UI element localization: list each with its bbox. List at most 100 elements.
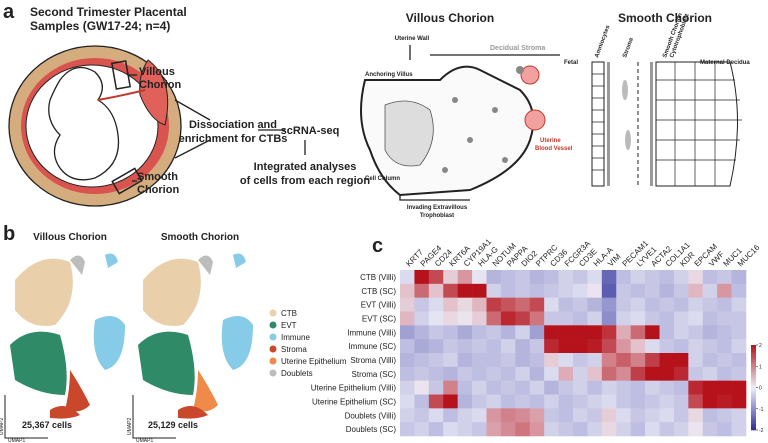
heatmap-cell [486, 339, 502, 354]
title: Second Trimester Placental [30, 5, 187, 19]
heatmap-cell [688, 325, 704, 340]
smooth-label: Smooth [137, 171, 178, 183]
heatmap-cell [414, 270, 430, 285]
heatmap-cell [702, 325, 718, 340]
heatmap-cell [457, 325, 473, 340]
heatmap-cell [414, 325, 430, 340]
heatmap-cell [558, 339, 574, 354]
villous-label: Chorion [139, 79, 181, 91]
heatmap-cell [645, 283, 660, 298]
heatmap-cell [428, 353, 444, 368]
colorbar-step [751, 402, 756, 405]
cluster [50, 406, 80, 419]
cluster [198, 255, 213, 275]
cluster [143, 258, 201, 326]
heatmap-cell [717, 422, 732, 437]
row-label: Stroma (Villi) [350, 356, 396, 365]
heatmap-cell [717, 380, 732, 395]
heatmap-cell [702, 408, 718, 423]
heatmap-cell [515, 366, 531, 381]
heatmap-cell [515, 325, 531, 340]
heatmap-cell [616, 353, 631, 368]
heatmap-cell [544, 394, 559, 409]
heatmap-cell [500, 422, 516, 437]
cluster [65, 370, 90, 412]
colorbar-step [751, 353, 756, 356]
heatmap-cell [544, 325, 559, 340]
cluster [138, 331, 195, 395]
heatmap-cell [659, 408, 675, 423]
heatmap-cell [428, 297, 444, 312]
heatmap-cell [443, 408, 458, 423]
heatmap-cell [731, 394, 747, 409]
cluster [221, 316, 253, 370]
heatmap-cell [630, 325, 646, 340]
annotation: Invading Extravillous [407, 205, 468, 211]
heatmap-cell [558, 394, 574, 409]
heatmap-cell [717, 311, 732, 326]
heatmap-cell [645, 325, 660, 340]
annotation: Trophoblast [420, 213, 454, 219]
panel-label: c [372, 235, 383, 257]
legend-label: EVT [281, 321, 297, 330]
heatmap-cell [457, 366, 473, 381]
heatmap-cell [731, 380, 747, 395]
heatmap-cell [659, 339, 675, 354]
heatmap-cell [486, 422, 502, 437]
heatmap-cell [400, 366, 415, 381]
cell-count: 25,367 cells [22, 420, 72, 430]
heatmap-cell [573, 311, 588, 326]
heatmap-cell [731, 353, 747, 368]
heatmap-cell [573, 270, 588, 285]
heatmap-cell [688, 380, 704, 395]
heatmap-cell [457, 270, 473, 285]
heatmap-cell [457, 422, 473, 437]
annotation: Uterine [540, 138, 561, 144]
heatmap-cell [443, 270, 458, 285]
colorbar-step [751, 393, 756, 397]
heatmap-cell [529, 297, 545, 312]
annotation: Anchoring Villus [365, 72, 413, 78]
heatmap-cell [688, 353, 704, 368]
heatmap-cell [702, 270, 718, 285]
heatmap-cell [717, 394, 732, 409]
heatmap-cell [443, 283, 458, 298]
colorbar-step [751, 372, 756, 376]
heatmap-cell [717, 283, 732, 298]
heatmap-cell [601, 325, 617, 340]
heatmap-cell [616, 394, 631, 409]
heatmap-cell [573, 380, 588, 395]
heatmap-cell [702, 422, 718, 437]
umap-title: Villous Chorion [33, 232, 107, 243]
cluster [233, 253, 246, 268]
heatmap-cell [515, 380, 531, 395]
heatmap-cell [659, 380, 675, 395]
heatmap-cell [414, 339, 430, 354]
heatmap-cell [573, 339, 588, 354]
heatmap-cell [601, 270, 617, 285]
heatmap-cell [616, 408, 631, 423]
heatmap-cell [414, 394, 430, 409]
cell-count: 25,129 cells [148, 420, 198, 430]
heatmap-cell [414, 380, 430, 395]
colorbar-step [751, 359, 756, 363]
heatmap-cell [472, 408, 487, 423]
heatmap-cell [587, 353, 603, 368]
heatmap-cell [702, 353, 718, 368]
heatmap-cell [673, 297, 689, 312]
heatmap-cell [486, 270, 502, 285]
heatmap-cell [616, 283, 631, 298]
annotation: Amniocytes [594, 24, 611, 59]
heatmap-cell [414, 283, 430, 298]
heatmap-cell [515, 353, 531, 368]
heatmap-cell [500, 297, 516, 312]
heatmap-cell [673, 353, 689, 368]
heatmap-cell [645, 408, 660, 423]
heatmap-cell [544, 380, 559, 395]
annotation: Fetal [564, 60, 578, 66]
colorbar-step [751, 408, 756, 412]
heatmap-cell [573, 408, 588, 423]
heatmap-cell [529, 380, 545, 395]
heatmap-cell [587, 270, 603, 285]
